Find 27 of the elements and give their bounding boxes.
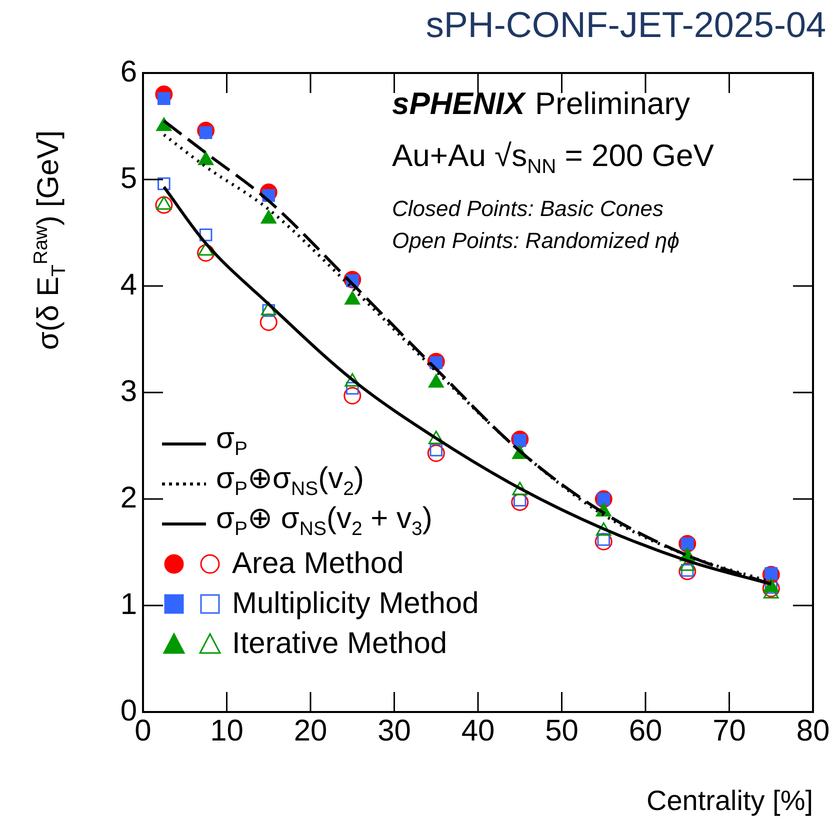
- text: σ$_{P}$⊕ σ$_{NS}$(v$_{2}$ + v$_{3}$): [216, 502, 432, 540]
- annotation: Open Points: Randomized ηϕ: [392, 228, 680, 254]
- x-tick-label: 30: [378, 714, 411, 748]
- x-tick-label: 50: [545, 714, 578, 748]
- y-tick-label: 2: [120, 481, 137, 514]
- legend-label: Iterative Method: [232, 626, 448, 662]
- y-tick-label: 1: [120, 588, 137, 621]
- y-tick-label: 6: [120, 55, 137, 88]
- annotation: Au+Au √s$_{NN}$ = 200 GeV: [392, 138, 714, 180]
- y-tick-label: 5: [120, 162, 137, 195]
- x-tick-label: 40: [461, 714, 495, 748]
- legend-label: Multiplicity Method: [232, 586, 479, 622]
- x-tick-label: 20: [294, 714, 328, 748]
- annotation: Closed Points: Basic Cones: [392, 196, 664, 222]
- y-tick-label: 4: [120, 268, 137, 302]
- text: sPH-CONF-JET-2025-04: [426, 4, 826, 46]
- legend-label: σ$_{P}$⊕σ$_{NS}$(v$_{2}$): [216, 462, 364, 500]
- x-tick-label: 10: [210, 714, 244, 748]
- legend-label: Area Method: [232, 546, 404, 582]
- x-tick-label: 80: [796, 714, 830, 748]
- y-tick-label: 3: [120, 374, 137, 408]
- x-tick-label: 70: [712, 714, 746, 748]
- x-tick-label: 60: [628, 714, 662, 748]
- annotation: Preliminary: [535, 86, 690, 122]
- annotation: sPHENIX: [392, 86, 525, 122]
- x-axis-title: Centrality [%]: [646, 784, 813, 816]
- legend-label: σ$_{P}$: [216, 422, 248, 460]
